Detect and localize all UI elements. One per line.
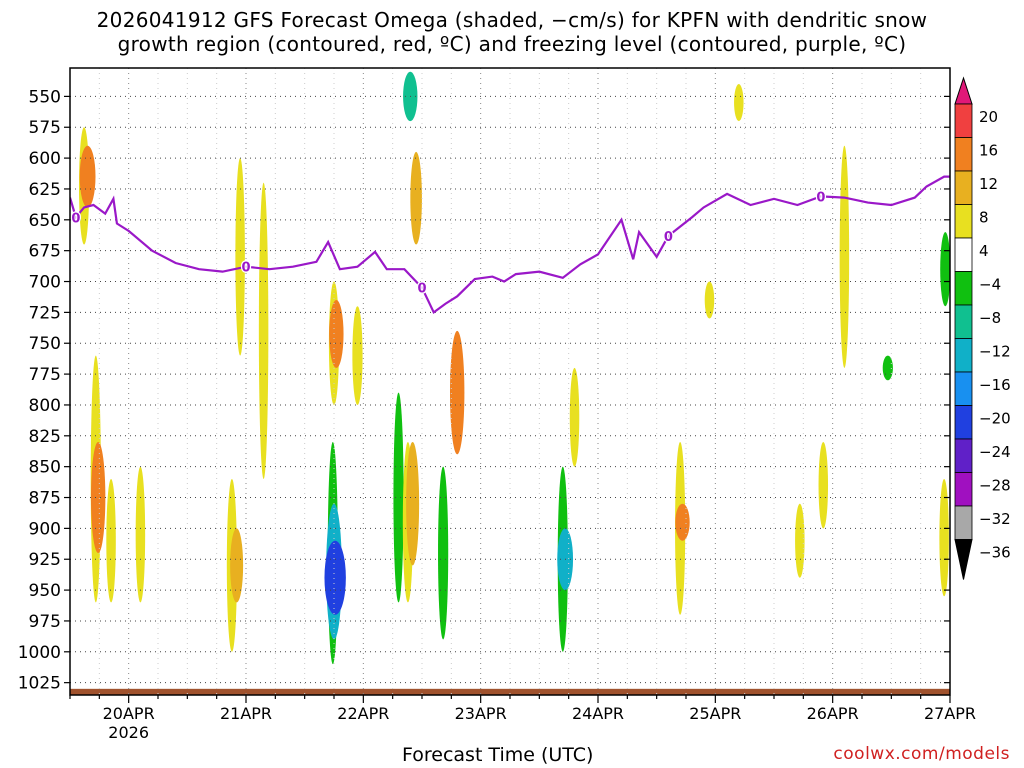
- colorbar-label: −32: [979, 510, 1011, 528]
- y-tick-label: 900: [29, 519, 61, 539]
- freezing-level-label: 0: [816, 190, 825, 205]
- y-tick-label: 775: [29, 365, 61, 385]
- y-tick-label: 575: [29, 118, 61, 138]
- y-tick-label: 1025: [18, 674, 61, 694]
- omega-cell: [795, 503, 805, 578]
- y-tick-label: 875: [29, 489, 61, 509]
- colorbar-bottom-arrow: [954, 539, 973, 580]
- chart-title-line-2: growth region (contoured, red, ºC) and f…: [117, 32, 907, 56]
- colorbar-label: −8: [979, 309, 1001, 327]
- colorbar-bin: [954, 304, 973, 339]
- omega-cell: [106, 479, 116, 603]
- colorbar-label: 16: [979, 142, 998, 160]
- y-tick-label: 925: [29, 550, 61, 570]
- x-tick-label: 21APR: [220, 704, 272, 723]
- freezing-level-label: 0: [664, 230, 673, 245]
- y-tick-label: 750: [29, 334, 61, 354]
- x-axis-label: Forecast Time (UTC): [402, 744, 594, 766]
- omega-cell: [704, 281, 715, 319]
- colorbar-bin: [954, 405, 973, 440]
- omega-cell: [839, 145, 850, 368]
- x-year-label: 2026: [108, 723, 149, 742]
- colorbar-bin: [954, 472, 973, 507]
- y-tick-label: 725: [29, 303, 61, 323]
- omega-cell: [235, 158, 245, 356]
- freezing-level-line: [70, 175, 950, 315]
- colorbar-bin: [954, 505, 973, 540]
- omega-cell: [882, 355, 893, 381]
- omega-cell: [352, 306, 363, 405]
- ground-surface: [70, 688, 950, 695]
- colorbar-label: −12: [979, 343, 1011, 361]
- omega-cell: [450, 330, 465, 455]
- colorbar-bin: [954, 204, 973, 239]
- colorbar-bin: [954, 338, 973, 373]
- y-tick-label: 800: [29, 396, 61, 416]
- omega-cell: [438, 466, 449, 640]
- y-tick-label: 850: [29, 458, 61, 478]
- omega-cell: [90, 441, 106, 554]
- x-tick-label: 27APR: [924, 704, 976, 723]
- omega-cell: [410, 151, 422, 245]
- chart-title-line-1: 2026041912 GFS Forecast Omega (shaded, −…: [96, 8, 928, 32]
- omega-cell: [939, 479, 949, 597]
- omega-cell: [818, 441, 829, 529]
- omega-cell: [406, 441, 420, 566]
- y-tick-label: 550: [29, 87, 61, 107]
- x-tick-label: 25APR: [689, 704, 741, 723]
- omega-cell: [230, 528, 244, 603]
- y-tick-label: 625: [29, 180, 61, 200]
- colorbar-label: −16: [979, 376, 1011, 394]
- y-tick-label: 1000: [18, 643, 61, 663]
- colorbar-top-arrow: [954, 76, 973, 105]
- colorbar-bin: [954, 170, 973, 205]
- y-tick-label: 950: [29, 581, 61, 601]
- colorbar-bin: [954, 438, 973, 473]
- omega-cell: [79, 145, 96, 208]
- x-tick-label: 26APR: [807, 704, 859, 723]
- x-tick-label: 23APR: [455, 704, 507, 723]
- omega-cell: [324, 540, 346, 615]
- colorbar-bin: [954, 371, 973, 406]
- y-tick-label: 600: [29, 149, 61, 169]
- colorbar-bin: [954, 237, 973, 272]
- omega-cell: [329, 300, 344, 368]
- omega-cell: [135, 466, 146, 603]
- omega-cell: [569, 367, 580, 467]
- y-tick-label: 975: [29, 612, 61, 632]
- colorbar-label: −4: [979, 276, 1001, 294]
- y-tick-label: 650: [29, 211, 61, 231]
- x-tick-label: 24APR: [572, 704, 624, 723]
- omega-cell: [675, 503, 690, 541]
- credit-link[interactable]: coolwx.com/models: [833, 744, 1010, 764]
- colorbar-label: 20: [979, 108, 998, 126]
- colorbar-bin: [954, 103, 973, 138]
- freezing-level-label: 0: [417, 282, 426, 297]
- omega-cell: [258, 182, 269, 480]
- freezing-level-label: 0: [71, 211, 80, 226]
- y-tick-label: 700: [29, 273, 61, 293]
- colorbar-label: 4: [979, 242, 989, 260]
- colorbar-label: −28: [979, 477, 1011, 495]
- colorbar-label: −20: [979, 410, 1011, 428]
- x-tick-label: 20APR: [103, 704, 155, 723]
- colorbar-bin: [954, 137, 973, 172]
- colorbar-bin: [954, 271, 973, 306]
- y-tick-label: 825: [29, 427, 61, 447]
- colorbar-label: 8: [979, 209, 989, 227]
- colorbar-label: −36: [979, 544, 1011, 562]
- plot-frame: [69, 67, 951, 696]
- freezing-level-label: 0: [241, 261, 250, 276]
- omega-cell: [734, 84, 744, 122]
- omega-cell: [940, 232, 950, 307]
- y-tick-label: 675: [29, 242, 61, 262]
- colorbar-label: −24: [979, 443, 1011, 461]
- omega-cell: [393, 392, 404, 603]
- x-tick-label: 22APR: [337, 704, 389, 723]
- colorbar-label: 12: [979, 175, 998, 193]
